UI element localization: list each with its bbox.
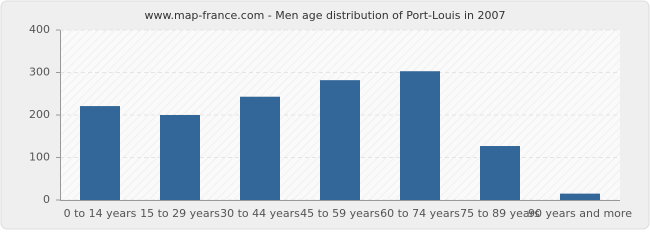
- y-tick-label: 0: [43, 193, 50, 206]
- y-tick-label: 200: [29, 108, 50, 121]
- x-tick-label: 30 to 44 years: [220, 207, 300, 220]
- bar: [480, 146, 520, 200]
- y-tick-label: 400: [29, 23, 50, 36]
- bar: [320, 80, 360, 200]
- chart-title: www.map-france.com - Men age distributio…: [145, 9, 506, 22]
- x-tick-label: 15 to 29 years: [140, 207, 220, 220]
- x-tick-label: 90 years and more: [528, 207, 632, 220]
- bar: [80, 106, 120, 200]
- x-tick-label: 45 to 59 years: [300, 207, 380, 220]
- y-tick-label: 300: [29, 66, 50, 79]
- y-tick-label: 100: [29, 151, 50, 164]
- chart: www.map-france.com - Men age distributio…: [0, 0, 650, 230]
- bar: [160, 115, 200, 200]
- bar: [400, 71, 440, 200]
- bar: [240, 96, 280, 200]
- x-tick-label: 60 to 74 years: [380, 207, 460, 220]
- x-tick-label: 75 to 89 years: [460, 207, 540, 220]
- x-tick-label: 0 to 14 years: [64, 207, 137, 220]
- bar: [560, 193, 600, 200]
